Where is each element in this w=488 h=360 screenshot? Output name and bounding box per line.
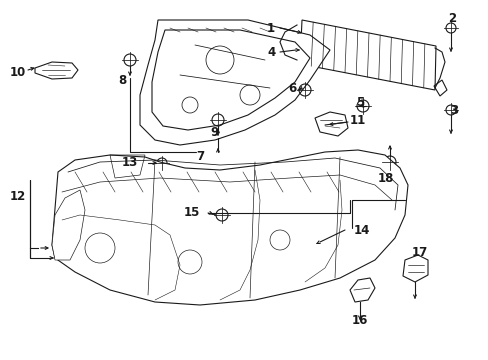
Text: 17: 17 [411, 246, 427, 258]
Text: 8: 8 [118, 73, 126, 86]
Text: 3: 3 [449, 104, 457, 117]
Text: 15: 15 [183, 207, 200, 220]
Text: 10: 10 [10, 66, 26, 78]
Text: 12: 12 [10, 189, 26, 202]
Polygon shape [402, 255, 427, 282]
Polygon shape [52, 150, 407, 305]
Text: 11: 11 [349, 113, 366, 126]
Text: 5: 5 [355, 96, 364, 109]
Text: 6: 6 [287, 81, 296, 94]
Text: 4: 4 [266, 45, 275, 58]
Text: 1: 1 [266, 22, 275, 35]
Polygon shape [52, 190, 85, 260]
Text: 7: 7 [196, 149, 203, 162]
Text: 9: 9 [209, 126, 218, 139]
Polygon shape [349, 278, 374, 302]
Text: 14: 14 [353, 224, 369, 237]
Text: 18: 18 [377, 171, 393, 184]
Polygon shape [140, 20, 329, 145]
Text: 2: 2 [447, 12, 455, 24]
Polygon shape [314, 112, 347, 136]
Text: 16: 16 [351, 314, 367, 327]
Text: 13: 13 [122, 157, 138, 170]
Polygon shape [35, 62, 78, 79]
Polygon shape [299, 20, 435, 90]
